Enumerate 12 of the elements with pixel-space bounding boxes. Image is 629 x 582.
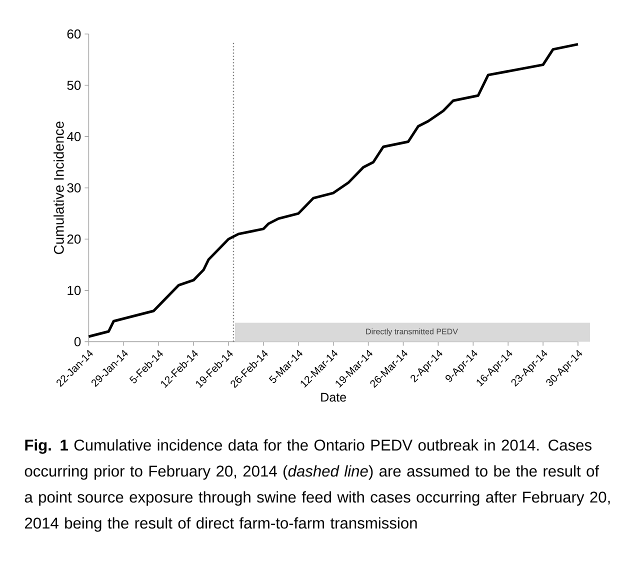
line-series	[87, 42, 580, 338]
y-tick-label: 20	[67, 234, 81, 244]
y-tick-label: 40	[67, 132, 81, 142]
y-axis-title: Cumulative Incidence	[54, 122, 64, 254]
x-axis-title: Date	[321, 392, 346, 402]
y-tick-label: 0	[74, 337, 81, 346]
y-tick-label: 30	[67, 183, 81, 192]
band-label: Directly transmitted PEDV	[366, 328, 458, 336]
y-tick-label: 50	[67, 80, 81, 90]
y-tick-label: 60	[67, 29, 81, 39]
text: Fig. 1 Cumulative incidence data for the Ontario PEDV outbreak in 2014. Cases occurring prior to February 20, 2014 (dashed line) are assumed to be the result of a point source exposure through swine feed with cases occurring after February 20, 2014 being the result of direct farm-to-farm transmission	[24, 439, 610, 532]
y-tick-label: 10	[68, 286, 81, 296]
